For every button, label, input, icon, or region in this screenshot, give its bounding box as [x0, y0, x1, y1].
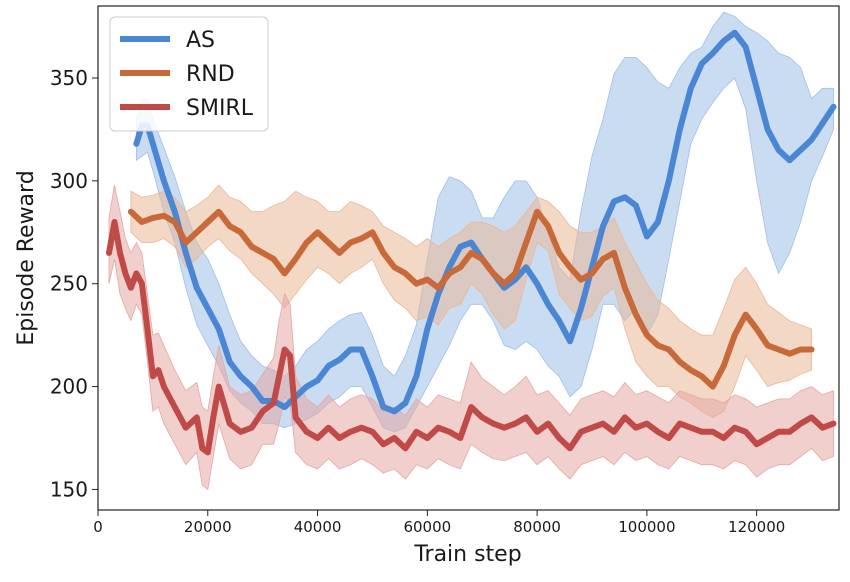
legend-label-smirl: SMIRL [186, 96, 254, 121]
series-lines [106, 29, 837, 456]
confidence-bands [108, 11, 834, 491]
y-tick-label: 150 [50, 477, 88, 501]
y-axis-ticks: 150 200 250 300 350 [50, 66, 98, 501]
x-axis-ticks: 0 20000 40000 60000 80000 100000 120000 [93, 510, 785, 536]
series-line-smirl [106, 219, 837, 456]
series-band-smirl [108, 184, 834, 491]
y-tick-label: 250 [50, 272, 88, 296]
x-tick-label: 0 [93, 518, 103, 536]
y-tick-label: 300 [50, 169, 88, 193]
legend-label-rnd: RND [186, 62, 235, 87]
x-tick-label: 20000 [184, 518, 232, 536]
x-tick-label: 120000 [728, 518, 785, 536]
legend: AS RND SMIRL [109, 16, 269, 132]
x-tick-label: 100000 [618, 518, 675, 536]
x-tick-label: 80000 [513, 518, 561, 536]
y-tick-label: 200 [50, 375, 88, 399]
series-band-rnd [130, 184, 812, 418]
x-axis-title: Train step [413, 542, 521, 567]
plot-frame [97, 5, 840, 511]
x-tick-label: 60000 [403, 518, 451, 536]
x-tick-label: 40000 [294, 518, 342, 536]
legend-label-as: AS [186, 28, 215, 53]
series-band-as [136, 11, 834, 433]
y-axis-title: Episode Reward [14, 170, 39, 345]
y-tick-label: 350 [50, 66, 88, 90]
series-line-rnd [127, 208, 815, 390]
legend-box [109, 16, 269, 132]
series-line-as [133, 29, 837, 415]
